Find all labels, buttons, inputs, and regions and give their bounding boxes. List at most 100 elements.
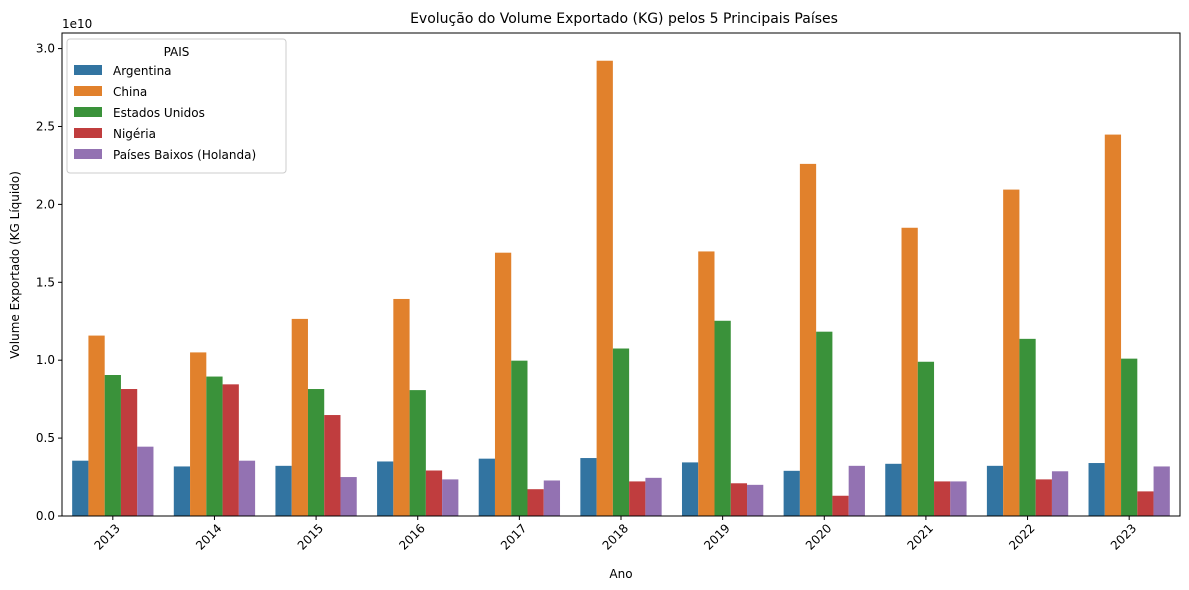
bar-argentina-2022 [986, 465, 1004, 516]
x-axis: 2013 2014 2015 2016 2017 2018 2019 2020 2021 2022… [91, 516, 1139, 553]
bar-china-2013 [88, 335, 105, 516]
legend-label: China [113, 85, 147, 99]
bar-pa-ses-baixos-holanda--2023 [1153, 466, 1170, 516]
bar-china-2023 [1104, 134, 1122, 516]
x-tick-label: 2017 [498, 521, 529, 552]
x-tick-label: 2019 [701, 521, 732, 552]
bar-pa-ses-baixos-holanda--2017 [543, 480, 561, 516]
legend-swatch [74, 128, 102, 138]
x-axis-title: Ano [609, 567, 632, 581]
axes-frame [61, 32, 1181, 517]
y-offset-label: 1e10 [62, 17, 92, 31]
bar-nig-ria-2017 [527, 489, 544, 516]
bar-argentina-2014 [173, 466, 191, 516]
legend-label: Estados Unidos [113, 106, 205, 120]
legend-box [66, 38, 287, 174]
bar-china-2019 [698, 251, 715, 516]
bar-pa-ses-baixos-holanda--2013 [137, 446, 154, 516]
bar-argentina-2021 [885, 463, 902, 516]
bar-pa-ses-baixos-holanda--2018 [645, 477, 662, 516]
bars-layer [72, 60, 1170, 516]
bar-china-2015 [291, 318, 308, 516]
y-axis: 0.0 0.5 1.0 1.5 2.0 2.5 3.0 [36, 42, 62, 523]
legend: PAIS Argentina China Estados Unidos Nigéria P… [66, 38, 287, 174]
legend-label: Argentina [113, 64, 172, 78]
bar-nig-ria-2015 [324, 415, 341, 516]
bar-estados-unidos-2022 [1019, 338, 1036, 516]
bar-nig-ria-2020 [832, 495, 849, 516]
legend-label: Países Baixos (Holanda) [113, 148, 256, 162]
bar-nig-ria-2013 [120, 389, 138, 516]
x-tick-label: 2021 [905, 521, 936, 552]
bar-argentina-2013 [72, 460, 89, 516]
bar-pa-ses-baixos-holanda--2021 [950, 481, 967, 516]
x-tick-label: 2020 [803, 521, 834, 552]
bar-pa-ses-baixos-holanda--2015 [340, 477, 357, 516]
legend-swatch [74, 65, 102, 75]
y-tick-label: 1.5 [36, 275, 55, 289]
y-tick-label: 2.0 [36, 197, 55, 211]
bar-estados-unidos-2013 [104, 375, 121, 516]
plot-frame [61, 32, 1181, 517]
x-tick-label: 2016 [396, 521, 427, 552]
bar-argentina-2018 [580, 458, 597, 516]
bar-nig-ria-2021 [934, 481, 951, 516]
bar-estados-unidos-2019 [714, 320, 731, 516]
bar-pa-ses-baixos-holanda--2020 [848, 465, 865, 516]
y-tick-label: 0.5 [36, 431, 55, 445]
series-1 [88, 60, 1122, 516]
bar-china-2014 [190, 352, 207, 516]
bar-estados-unidos-2021 [917, 361, 935, 516]
x-tick-label: 2023 [1108, 521, 1139, 552]
series-3 [120, 384, 1154, 516]
legend-swatch [74, 86, 102, 96]
bar-nig-ria-2018 [629, 481, 646, 516]
bar-china-2021 [901, 227, 918, 516]
x-tick-label: 2022 [1006, 521, 1037, 552]
bar-china-2020 [799, 163, 817, 516]
y-tick-label: 0.0 [36, 509, 55, 523]
y-axis-title: Volume Exportado (KG Líquido) [8, 171, 22, 359]
legend-swatch [74, 107, 102, 117]
y-tick-label: 1.0 [36, 353, 55, 367]
bar-pa-ses-baixos-holanda--2016 [442, 479, 459, 516]
bar-argentina-2016 [377, 461, 394, 516]
series-4 [137, 446, 1170, 516]
bar-pa-ses-baixos-holanda--2014 [238, 460, 256, 516]
legend-swatch [74, 149, 102, 159]
bar-argentina-2017 [478, 458, 495, 516]
x-tick-label: 2018 [600, 521, 631, 552]
series-0 [72, 458, 1105, 516]
legend-title: PAIS [164, 45, 190, 59]
bar-nig-ria-2014 [222, 384, 239, 516]
bar-argentina-2019 [681, 462, 699, 516]
bar-estados-unidos-2020 [816, 331, 833, 516]
bar-argentina-2015 [275, 465, 292, 516]
bar-estados-unidos-2017 [511, 360, 528, 516]
x-tick-label: 2015 [295, 521, 326, 552]
bar-estados-unidos-2018 [612, 348, 630, 516]
bar-argentina-2023 [1088, 463, 1105, 516]
y-tick-label: 2.5 [36, 119, 55, 133]
bar-estados-unidos-2014 [206, 376, 223, 516]
legend-label: Nigéria [113, 127, 156, 141]
x-tick-label: 2013 [91, 521, 122, 552]
bar-estados-unidos-2016 [409, 390, 426, 516]
chart-title: Evolução do Volume Exportado (KG) pelos … [410, 11, 838, 27]
bar-nig-ria-2023 [1137, 491, 1154, 516]
bar-argentina-2020 [783, 470, 800, 516]
x-tick-label: 2014 [193, 521, 224, 552]
bar-estados-unidos-2023 [1121, 358, 1138, 516]
bar-china-2022 [1003, 189, 1020, 516]
y-tick-label: 3.0 [36, 42, 55, 56]
bar-estados-unidos-2015 [307, 389, 325, 516]
bar-pa-ses-baixos-holanda--2022 [1051, 471, 1069, 516]
bar-nig-ria-2016 [425, 470, 443, 516]
bar-nig-ria-2022 [1035, 479, 1052, 516]
bar-pa-ses-baixos-holanda--2019 [747, 484, 764, 516]
bar-china-2017 [494, 252, 512, 516]
bar-china-2016 [393, 298, 410, 516]
bar-china-2018 [596, 60, 613, 516]
series-2 [104, 320, 1138, 516]
